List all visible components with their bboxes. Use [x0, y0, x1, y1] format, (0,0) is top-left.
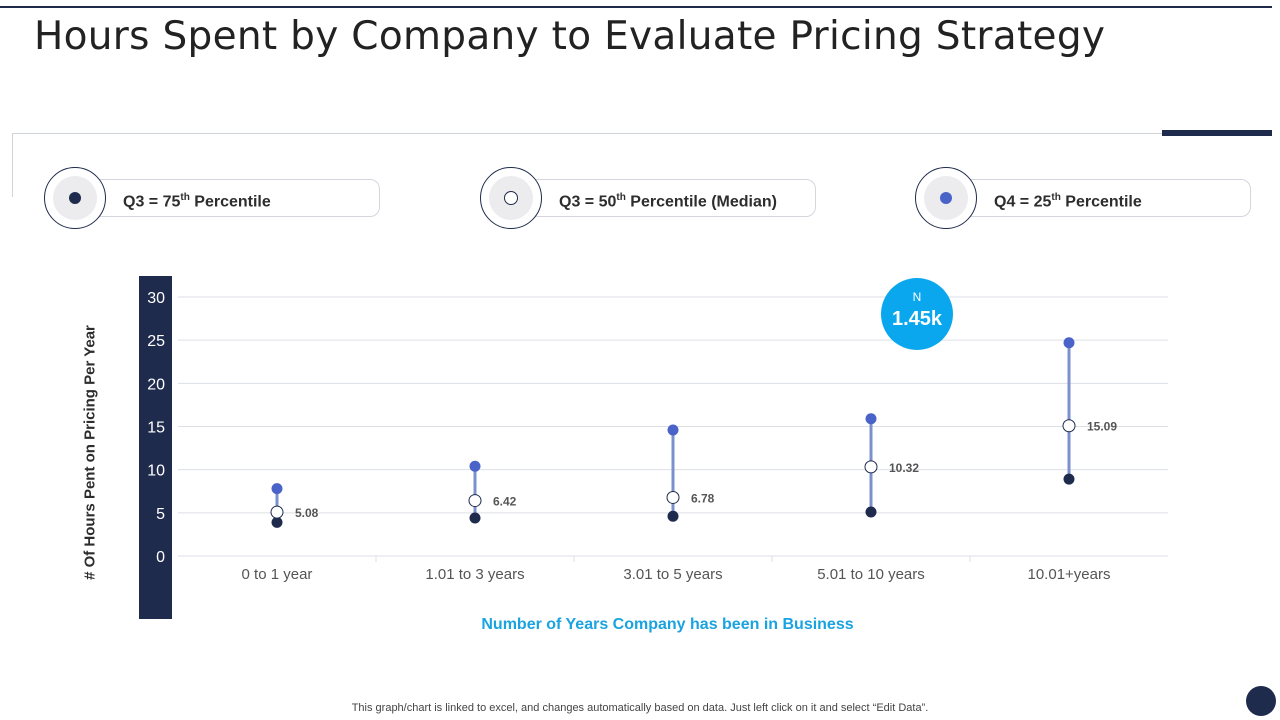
median-point — [864, 460, 878, 474]
x-tick-label: 3.01 to 5 years — [623, 566, 722, 583]
q25-point — [865, 413, 877, 425]
legend-pill: Q4 = 25th Percentile — [945, 179, 1251, 217]
legend-label: Q4 = 25th Percentile — [994, 192, 1142, 211]
y-tick-label: 10 — [147, 463, 165, 480]
badge-value: 1.45k — [891, 308, 943, 330]
median-point — [468, 494, 482, 508]
y-axis-band — [139, 276, 172, 619]
x-tick-label: 10.01+years — [1028, 566, 1111, 583]
corner-dot — [1246, 686, 1276, 716]
legend-marker-ring — [915, 167, 977, 229]
y-axis-title: # Of Hours Pent on Pricing Per Year — [81, 325, 99, 580]
median-data-label: 5.08 — [295, 506, 319, 520]
legend-frame-side — [12, 133, 13, 197]
legend-frame — [12, 133, 1162, 134]
hollow-dot-icon — [504, 191, 518, 205]
y-tick-label: 30 — [147, 290, 165, 307]
x-tick-label: 1.01 to 3 years — [425, 566, 524, 583]
median-data-label: 15.09 — [1087, 420, 1117, 434]
legend-pill: Q3 = 50th Percentile (Median) — [510, 179, 816, 217]
sample-size-badge: N 1.45k — [881, 278, 953, 350]
y-tick-label: 5 — [156, 506, 165, 523]
q75-point — [865, 506, 877, 518]
y-tick-label: 25 — [147, 333, 165, 350]
accent-bar — [1162, 130, 1272, 136]
q25-point — [1063, 337, 1075, 349]
top-rule — [0, 6, 1272, 8]
q25-point — [469, 460, 481, 472]
legend-pill: Q3 = 75th Percentile — [74, 179, 380, 217]
median-data-label: 10.32 — [889, 461, 919, 475]
legend-label: Q3 = 75th Percentile — [123, 192, 271, 211]
median-point — [666, 490, 680, 504]
footnote: This graph/chart is linked to excel, and… — [351, 702, 929, 714]
blue-dot-icon — [940, 192, 952, 204]
y-tick-label: 15 — [147, 420, 165, 437]
y-tick-label: 0 — [156, 549, 165, 566]
dark-dot-icon — [69, 192, 81, 204]
q75-point — [1063, 473, 1075, 485]
x-axis-title: Number of Years Company has been in Busi… — [481, 616, 854, 633]
legend-label: Q3 = 50th Percentile (Median) — [559, 192, 777, 211]
median-data-label: 6.78 — [691, 491, 715, 505]
badge-label: N — [912, 290, 922, 304]
median-point — [1062, 419, 1076, 433]
legend-marker-ring — [44, 167, 106, 229]
q25-point — [271, 483, 283, 495]
page-title: Hours Spent by Company to Evaluate Prici… — [34, 14, 1106, 59]
q75-point — [667, 510, 679, 522]
median-point — [270, 505, 284, 519]
legend-marker-ring — [480, 167, 542, 229]
x-tick-label: 5.01 to 10 years — [817, 566, 925, 583]
q75-point — [271, 516, 283, 528]
q25-point — [667, 424, 679, 436]
q75-point — [469, 512, 481, 524]
median-data-label: 6.42 — [493, 495, 517, 509]
x-tick-label: 0 to 1 year — [242, 566, 313, 583]
y-tick-label: 20 — [147, 376, 165, 393]
